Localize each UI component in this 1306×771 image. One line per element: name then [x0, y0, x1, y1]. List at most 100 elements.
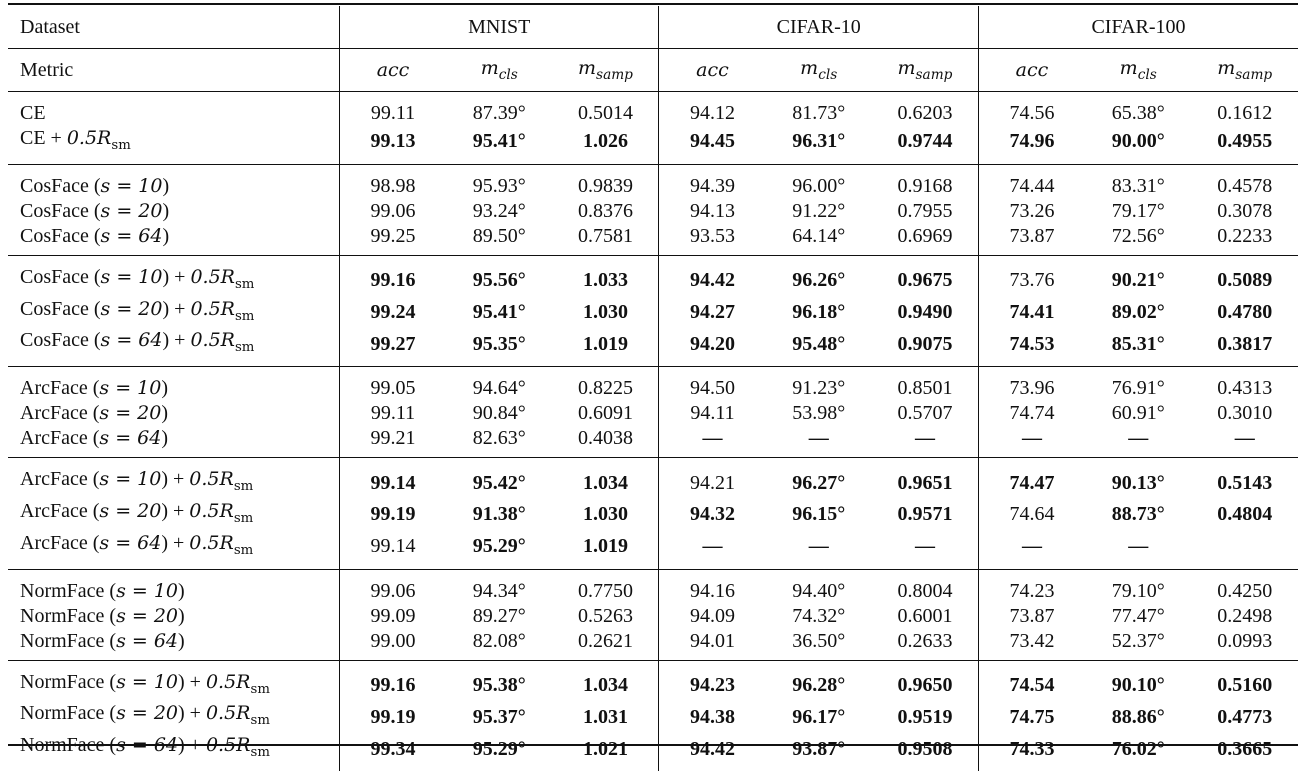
table-cell: 96.00° [765, 163, 872, 199]
table-cell: 74.74 [977, 401, 1085, 427]
row-label: CosFace (s = 64) + 0.5Rsm [20, 329, 255, 356]
table-cell: 94.34° [446, 568, 553, 604]
table-cell: 94.39 [658, 163, 766, 199]
table-cell: 72.56° [1111, 224, 1165, 247]
metric-header-m-samp: msamp [552, 48, 659, 92]
table-cell: 94.13 [658, 198, 766, 224]
table-cell: 0.2233 [1217, 224, 1273, 247]
table-cell: 0.4313 [1191, 366, 1298, 402]
table-cell: 95.29° [472, 737, 526, 760]
table-cell: 0.5263 [577, 604, 633, 627]
row-label: NormFace (s = 64) + 0.5Rsm [20, 734, 270, 760]
table-cell: 99.06 [339, 568, 446, 604]
table-cell: 0.8004 [871, 568, 979, 604]
table-cell: 95.37° [472, 705, 526, 728]
row-label: ArcFace (s = 10) [8, 366, 340, 402]
table-cell: 82.63° [472, 427, 526, 450]
table-cell: 87.39° [446, 91, 553, 126]
table-cell: 73.76 [977, 254, 1085, 297]
dataset-header-mnist: MNIST [339, 6, 659, 49]
table-cell: 94.16 [658, 568, 766, 604]
table-row: NormFace (s = 10) 99.06 94.34° 0.7750 94.16 9… [8, 568, 1298, 604]
table-cell: 0.2621 [577, 629, 633, 652]
table-cell: 0.9075 [897, 332, 953, 355]
table-cell: 1.019 [582, 332, 628, 355]
table-cell: 99.34 [339, 733, 446, 771]
row-label: ArcFace (s = 10) + 0.5Rsm [8, 457, 340, 499]
table-cell: 0.9519 [897, 705, 953, 728]
table-cell: 79.17° [1111, 199, 1165, 222]
table-cell: 99.00 [339, 628, 446, 661]
row-label: ArcFace (s = 64) [20, 427, 169, 450]
table-cell: 0.1612 [1191, 91, 1298, 126]
table-cell: — [977, 530, 1085, 570]
table-row: CosFace (s = 20) 99.06 93.24° 0.8376 94.13 91… [8, 198, 1298, 224]
table-cell: 1.034 [552, 659, 659, 702]
metric-header-m-cls: mcls [446, 48, 553, 92]
table-cell: 0.4804 [1217, 503, 1273, 526]
table-row: CosFace (s = 64) 99.25 89.50° 0.7581 93.53 64… [8, 223, 1298, 256]
top-rule [8, 3, 1298, 5]
dataset-header-label: Dataset [20, 15, 80, 38]
table-cell: 74.96 [977, 126, 1085, 165]
table-cell: 0.4250 [1191, 568, 1298, 604]
table-cell: 99.06 [339, 198, 446, 224]
table-cell: 0.9650 [871, 659, 979, 702]
table-cell: 83.31° [1084, 163, 1192, 199]
row-label: CosFace (s = 10) [8, 163, 340, 199]
table-cell: 96.18° [792, 300, 846, 323]
table-cell: 0.9490 [897, 300, 953, 323]
table-cell: 74.23 [977, 568, 1085, 604]
metric-header-acc: acc [339, 48, 446, 92]
table-row: ArcFace (s = 10) + 0.5Rsm 99.14 95.42° 1.03… [8, 457, 1298, 499]
row-label: CosFace (s = 10) + 0.5Rsm [8, 254, 340, 297]
table-cell: 90.00° [1111, 130, 1165, 153]
row-label: CosFace (s = 64) [20, 224, 170, 247]
row-label: ArcFace (s = 64) + 0.5Rsm [20, 531, 254, 558]
table-cell: 99.25 [339, 223, 446, 256]
table-cell: 74.44 [977, 163, 1085, 199]
table-cell: 90.21° [1084, 254, 1192, 297]
table-cell: 96.17° [792, 705, 846, 728]
metric-header-m-cls: mcls [765, 48, 872, 92]
table-cell: 0.3817 [1217, 332, 1273, 355]
table-cell: 74.54 [977, 659, 1085, 702]
table-cell: 95.42° [446, 457, 553, 499]
metric-header-acc: acc [977, 48, 1085, 92]
row-label: NormFace (s = 10) + 0.5Rsm [8, 659, 340, 702]
table-cell: 0.5707 [897, 402, 953, 425]
results-table: Dataset MNIST CIFAR-10 CIFAR-100 Metric … [8, 6, 1298, 771]
table-cell: 0.0993 [1217, 629, 1273, 652]
table-cell: 76.02° [1111, 737, 1165, 760]
table-cell: 96.26° [765, 254, 872, 297]
table-cell: 73.87 [977, 223, 1085, 256]
table-cell: 94.32 [658, 498, 766, 531]
header-row-datasets: Dataset MNIST CIFAR-10 CIFAR-100 [8, 6, 1298, 49]
table-cell: 0.4780 [1217, 300, 1273, 323]
metric-header-label: Metric [8, 48, 340, 92]
table-cell: 94.27 [658, 296, 766, 329]
table-cell: 0.8376 [577, 199, 633, 222]
table-cell: 0.9508 [897, 737, 953, 760]
table-cell: 74.41 [977, 296, 1085, 329]
table-cell: 0.8501 [871, 366, 979, 402]
row-label: CosFace (s = 20) [20, 199, 170, 222]
table-cell: 36.50° [792, 629, 846, 652]
table-cell: 94.12 [658, 91, 766, 126]
table-cell: 0.6203 [871, 91, 979, 126]
table-cell: 0.9571 [897, 503, 953, 526]
table-cell: 99.13 [339, 126, 446, 165]
table-cell: 94.38 [658, 701, 766, 734]
row-label: ArcFace (s = 20) [20, 402, 169, 425]
table-cell: 0.6001 [897, 604, 953, 627]
table-cell: 94.42 [658, 254, 766, 297]
table-cell: 95.41° [472, 300, 526, 323]
table-cell: 0.6969 [897, 224, 953, 247]
table-cell: 1.030 [582, 300, 628, 323]
table-cell: 1.031 [582, 705, 628, 728]
table-cell: 0.4955 [1217, 130, 1273, 153]
table-row: NormFace (s = 20) + 0.5Rsm 99.19 95.37° 1.0… [8, 701, 1298, 734]
table-cell: 99.11 [339, 401, 446, 427]
table-row: CE + 0.5Rsm 99.13 95.41° 1.026 94.45 96.31° 0.… [8, 126, 1298, 165]
row-label: CE [8, 91, 340, 126]
